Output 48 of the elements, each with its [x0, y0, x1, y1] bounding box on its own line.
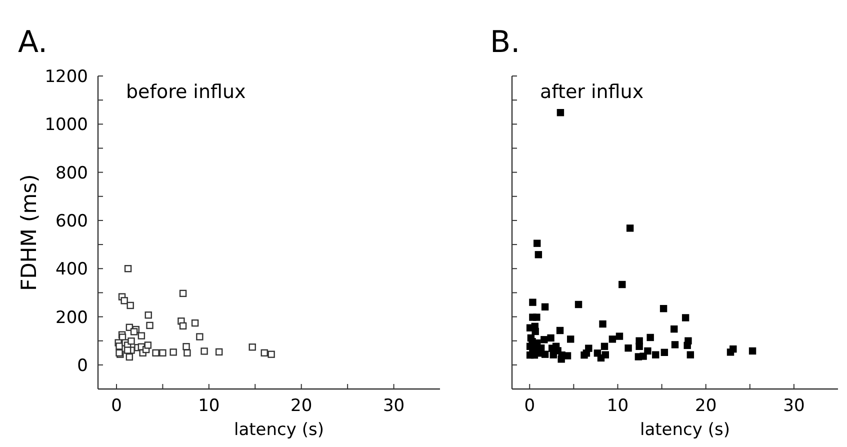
- point: [116, 342, 123, 350]
- chart-title: B.: [490, 25, 520, 60]
- x-tick-label: 0: [111, 396, 122, 416]
- y-tick-label: 800: [56, 163, 88, 184]
- y-tick-label: 400: [56, 260, 88, 280]
- x-tick-label: 10: [198, 396, 220, 416]
- x-tick-label: 30: [783, 396, 805, 416]
- point: [144, 311, 152, 319]
- point: [170, 348, 177, 356]
- x-tick-label: 20: [290, 396, 312, 416]
- x-tick-label: 20: [695, 396, 717, 416]
- point: [126, 302, 134, 310]
- point: [260, 349, 268, 356]
- point: [124, 265, 132, 272]
- point: [182, 343, 190, 350]
- y-tick-label: 0: [77, 356, 88, 376]
- point: [120, 297, 128, 304]
- point: [196, 333, 204, 340]
- point: [215, 348, 223, 356]
- point: [126, 353, 134, 361]
- x-axis-title: latency (s): [640, 420, 730, 440]
- point: [144, 342, 152, 349]
- point: [248, 344, 256, 351]
- y-tick-label: 1200: [44, 67, 88, 87]
- annotation: before influx: [126, 81, 246, 103]
- point: [124, 346, 132, 354]
- x-tick-label: 30: [382, 396, 405, 416]
- y-tick-label: 600: [56, 211, 88, 232]
- point: [138, 332, 146, 340]
- y-tick-label: 200: [56, 308, 88, 328]
- point: [179, 322, 187, 330]
- x-tick-label: 10: [606, 396, 629, 416]
- x-tick-label: 0: [524, 396, 536, 416]
- x-axis-title: latency (s): [234, 420, 324, 440]
- point: [146, 322, 154, 330]
- point: [128, 337, 135, 345]
- y-tick-label: 1000: [44, 115, 88, 136]
- point: [184, 349, 191, 356]
- point: [152, 349, 160, 356]
- point: [200, 348, 208, 355]
- annotation: after influx: [540, 81, 644, 103]
- point: [191, 319, 199, 327]
- point: [130, 328, 138, 336]
- point: [179, 290, 187, 298]
- y-axis-title: FDHM (ms): [17, 174, 41, 291]
- point: [268, 350, 275, 358]
- point: [159, 349, 166, 356]
- chart-title: A.: [18, 25, 48, 60]
